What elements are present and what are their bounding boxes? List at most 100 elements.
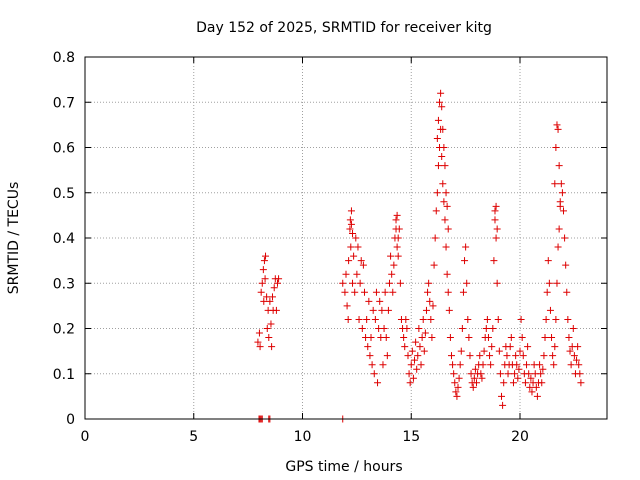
data-point bbox=[503, 352, 511, 360]
data-point bbox=[374, 379, 382, 387]
data-point bbox=[493, 225, 501, 233]
data-point bbox=[541, 334, 549, 342]
data-point bbox=[413, 365, 421, 373]
data-point bbox=[442, 189, 450, 197]
data-point bbox=[567, 361, 575, 369]
data-point bbox=[573, 356, 581, 364]
data-point bbox=[357, 257, 365, 265]
data-point bbox=[557, 180, 565, 188]
data-point bbox=[383, 352, 391, 360]
data-point bbox=[480, 347, 488, 355]
data-point bbox=[552, 144, 560, 151]
data-point bbox=[394, 234, 402, 242]
data-point bbox=[365, 297, 373, 305]
data-point bbox=[350, 252, 358, 260]
data-point bbox=[267, 320, 275, 328]
data-point bbox=[553, 279, 561, 287]
data-point bbox=[352, 234, 360, 242]
data-point bbox=[563, 288, 571, 296]
data-point bbox=[437, 89, 445, 97]
data-point bbox=[411, 356, 419, 364]
marks-layer bbox=[254, 89, 585, 423]
data-point bbox=[478, 374, 486, 382]
data-point bbox=[512, 352, 520, 360]
data-point bbox=[415, 325, 423, 332]
data-point bbox=[354, 243, 362, 251]
data-point bbox=[439, 125, 447, 133]
data-point bbox=[438, 153, 446, 161]
data-point bbox=[554, 243, 562, 251]
data-point bbox=[561, 234, 569, 242]
data-point bbox=[368, 361, 376, 369]
data-point bbox=[556, 202, 564, 210]
data-point bbox=[422, 306, 430, 314]
data-point bbox=[450, 370, 458, 378]
data-point bbox=[255, 329, 263, 337]
x-tick-label: 5 bbox=[189, 429, 198, 445]
data-point bbox=[440, 198, 448, 206]
data-point bbox=[388, 270, 396, 278]
data-point bbox=[533, 392, 541, 400]
data-point bbox=[376, 297, 384, 305]
data-point bbox=[543, 288, 551, 296]
data-point bbox=[396, 279, 404, 287]
y-tick-label: 0.1 bbox=[53, 367, 75, 383]
data-point bbox=[514, 374, 522, 382]
data-point bbox=[555, 162, 563, 170]
data-point bbox=[554, 125, 562, 133]
data-point bbox=[521, 379, 529, 387]
data-point bbox=[463, 279, 471, 287]
data-point bbox=[518, 334, 526, 342]
data-point bbox=[457, 347, 465, 355]
x-tick-label: 0 bbox=[81, 429, 90, 445]
data-point bbox=[347, 207, 355, 215]
data-point bbox=[565, 334, 573, 342]
data-point bbox=[539, 365, 547, 373]
data-point bbox=[351, 288, 359, 296]
data-point bbox=[270, 284, 278, 292]
data-point bbox=[551, 180, 559, 188]
data-point bbox=[419, 315, 427, 323]
data-point bbox=[359, 261, 367, 269]
data-point bbox=[446, 334, 454, 342]
ticks-layer: 0 0.1 0.2 0.3 0.4 0.5 0.6 0.7 0.8 0 5 10 15 20 bbox=[53, 50, 607, 445]
data-point bbox=[451, 379, 459, 387]
data-point bbox=[380, 325, 388, 332]
data-point bbox=[360, 288, 368, 296]
data-point bbox=[386, 279, 393, 287]
data-point bbox=[546, 306, 554, 314]
data-point bbox=[542, 315, 550, 323]
data-point bbox=[349, 279, 357, 287]
data-point bbox=[443, 270, 451, 278]
data-point bbox=[441, 162, 449, 170]
data-point bbox=[433, 134, 441, 142]
data-point bbox=[381, 288, 389, 296]
data-point bbox=[341, 288, 349, 296]
data-point bbox=[405, 370, 413, 378]
data-point bbox=[266, 297, 274, 305]
data-point bbox=[483, 315, 491, 323]
data-point bbox=[414, 352, 422, 360]
data-point bbox=[489, 325, 497, 332]
data-point bbox=[349, 229, 357, 237]
data-point bbox=[574, 343, 582, 351]
data-point bbox=[538, 379, 546, 387]
data-point bbox=[466, 352, 474, 360]
data-point bbox=[439, 180, 447, 188]
data-point bbox=[262, 252, 270, 260]
data-point bbox=[564, 315, 572, 323]
data-point bbox=[389, 288, 397, 296]
data-point bbox=[401, 343, 409, 351]
data-point bbox=[499, 401, 507, 409]
data-point bbox=[506, 343, 514, 351]
data-point bbox=[403, 325, 411, 332]
data-point bbox=[496, 370, 504, 378]
data-point bbox=[420, 347, 428, 355]
y-tick-label: 0.5 bbox=[53, 186, 75, 202]
y-tick-label: 0.6 bbox=[53, 141, 75, 157]
data-point bbox=[429, 302, 437, 310]
y-tick-label: 0.2 bbox=[53, 322, 75, 338]
data-point bbox=[358, 325, 366, 332]
data-point bbox=[471, 365, 479, 373]
data-point bbox=[404, 352, 412, 360]
